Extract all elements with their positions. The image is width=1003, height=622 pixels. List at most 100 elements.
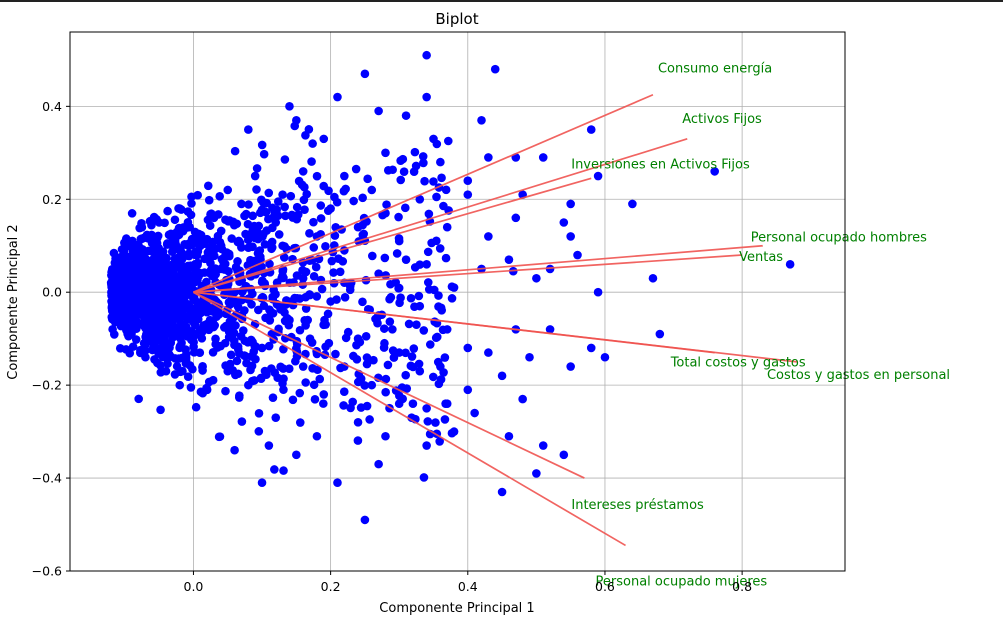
data-point <box>300 183 309 192</box>
data-point <box>169 237 178 246</box>
data-point <box>319 399 328 408</box>
data-point <box>129 342 138 351</box>
data-point <box>167 270 176 279</box>
data-point <box>374 107 383 116</box>
data-point <box>340 187 349 196</box>
data-point <box>278 241 287 250</box>
data-point <box>388 165 397 174</box>
data-point <box>333 478 342 487</box>
data-point <box>209 323 218 332</box>
loading-label: Activos Fijos <box>682 112 762 127</box>
data-point <box>155 345 164 354</box>
data-point <box>167 230 176 239</box>
data-point <box>422 260 431 269</box>
data-point <box>191 260 200 269</box>
data-point <box>116 344 125 353</box>
data-point <box>316 201 325 210</box>
data-point <box>231 371 240 380</box>
data-point <box>491 65 500 74</box>
data-point <box>387 293 396 302</box>
data-point <box>319 390 328 399</box>
x-tick-label: 0.6 <box>595 579 615 594</box>
data-point <box>532 274 541 283</box>
data-point <box>442 186 451 195</box>
data-point <box>357 374 366 383</box>
y-axis-ticks: −0.6−0.4−0.20.00.20.4 <box>32 99 70 579</box>
data-point <box>271 218 280 227</box>
data-point <box>148 246 157 255</box>
data-point <box>311 395 320 404</box>
data-point <box>381 388 390 397</box>
data-point <box>341 293 350 302</box>
data-point <box>425 210 434 219</box>
data-point <box>393 249 402 258</box>
data-point <box>463 344 472 353</box>
data-point <box>258 478 267 487</box>
data-point <box>333 93 342 102</box>
data-point <box>340 172 349 181</box>
data-point <box>269 309 278 318</box>
data-point <box>242 210 251 219</box>
data-point <box>173 290 182 299</box>
data-point <box>278 272 287 281</box>
data-point <box>319 182 328 191</box>
data-point <box>176 246 185 255</box>
loading-label: Ventas <box>739 250 783 265</box>
data-point <box>198 366 207 375</box>
data-point <box>232 263 241 272</box>
x-tick-label: 0.2 <box>321 579 341 594</box>
data-point <box>325 339 334 348</box>
data-point <box>649 274 658 283</box>
data-point <box>117 253 126 262</box>
data-point <box>114 269 123 278</box>
data-point <box>108 315 117 324</box>
y-tick-label: −0.4 <box>32 471 62 486</box>
x-tick-label: 0.8 <box>732 579 752 594</box>
data-point <box>244 243 253 252</box>
data-point <box>432 333 441 342</box>
data-point <box>484 232 493 241</box>
data-point <box>431 418 440 427</box>
data-point <box>121 279 130 288</box>
data-point <box>227 351 236 360</box>
data-point <box>244 125 253 134</box>
data-point <box>430 286 439 295</box>
data-point <box>402 255 411 264</box>
data-point <box>400 167 409 176</box>
data-point <box>210 252 219 261</box>
data-point <box>289 396 298 405</box>
data-point <box>299 362 308 371</box>
y-tick-label: −0.6 <box>32 564 62 579</box>
data-point <box>139 234 148 243</box>
data-point <box>450 283 459 292</box>
data-point <box>368 252 377 261</box>
data-point <box>167 352 176 361</box>
data-point <box>162 279 171 288</box>
data-point <box>309 218 318 227</box>
data-point <box>255 427 264 436</box>
data-point <box>264 215 273 224</box>
data-point <box>267 244 276 253</box>
data-point <box>285 102 294 111</box>
data-point <box>295 294 304 303</box>
data-point <box>191 251 200 260</box>
data-point <box>306 334 315 343</box>
data-point <box>279 466 288 475</box>
data-point <box>182 274 191 283</box>
data-point <box>412 320 421 329</box>
data-point <box>410 344 419 353</box>
data-point <box>123 262 132 271</box>
data-point <box>380 343 389 352</box>
data-point <box>601 353 610 362</box>
data-point <box>296 418 305 427</box>
data-point <box>532 469 541 478</box>
x-tick-label: 0.4 <box>458 579 478 594</box>
data-point <box>566 362 575 371</box>
data-point <box>420 473 429 482</box>
data-point <box>437 174 446 183</box>
data-point <box>229 297 238 306</box>
data-point <box>386 280 395 289</box>
data-point <box>396 176 405 185</box>
data-point <box>292 451 301 460</box>
